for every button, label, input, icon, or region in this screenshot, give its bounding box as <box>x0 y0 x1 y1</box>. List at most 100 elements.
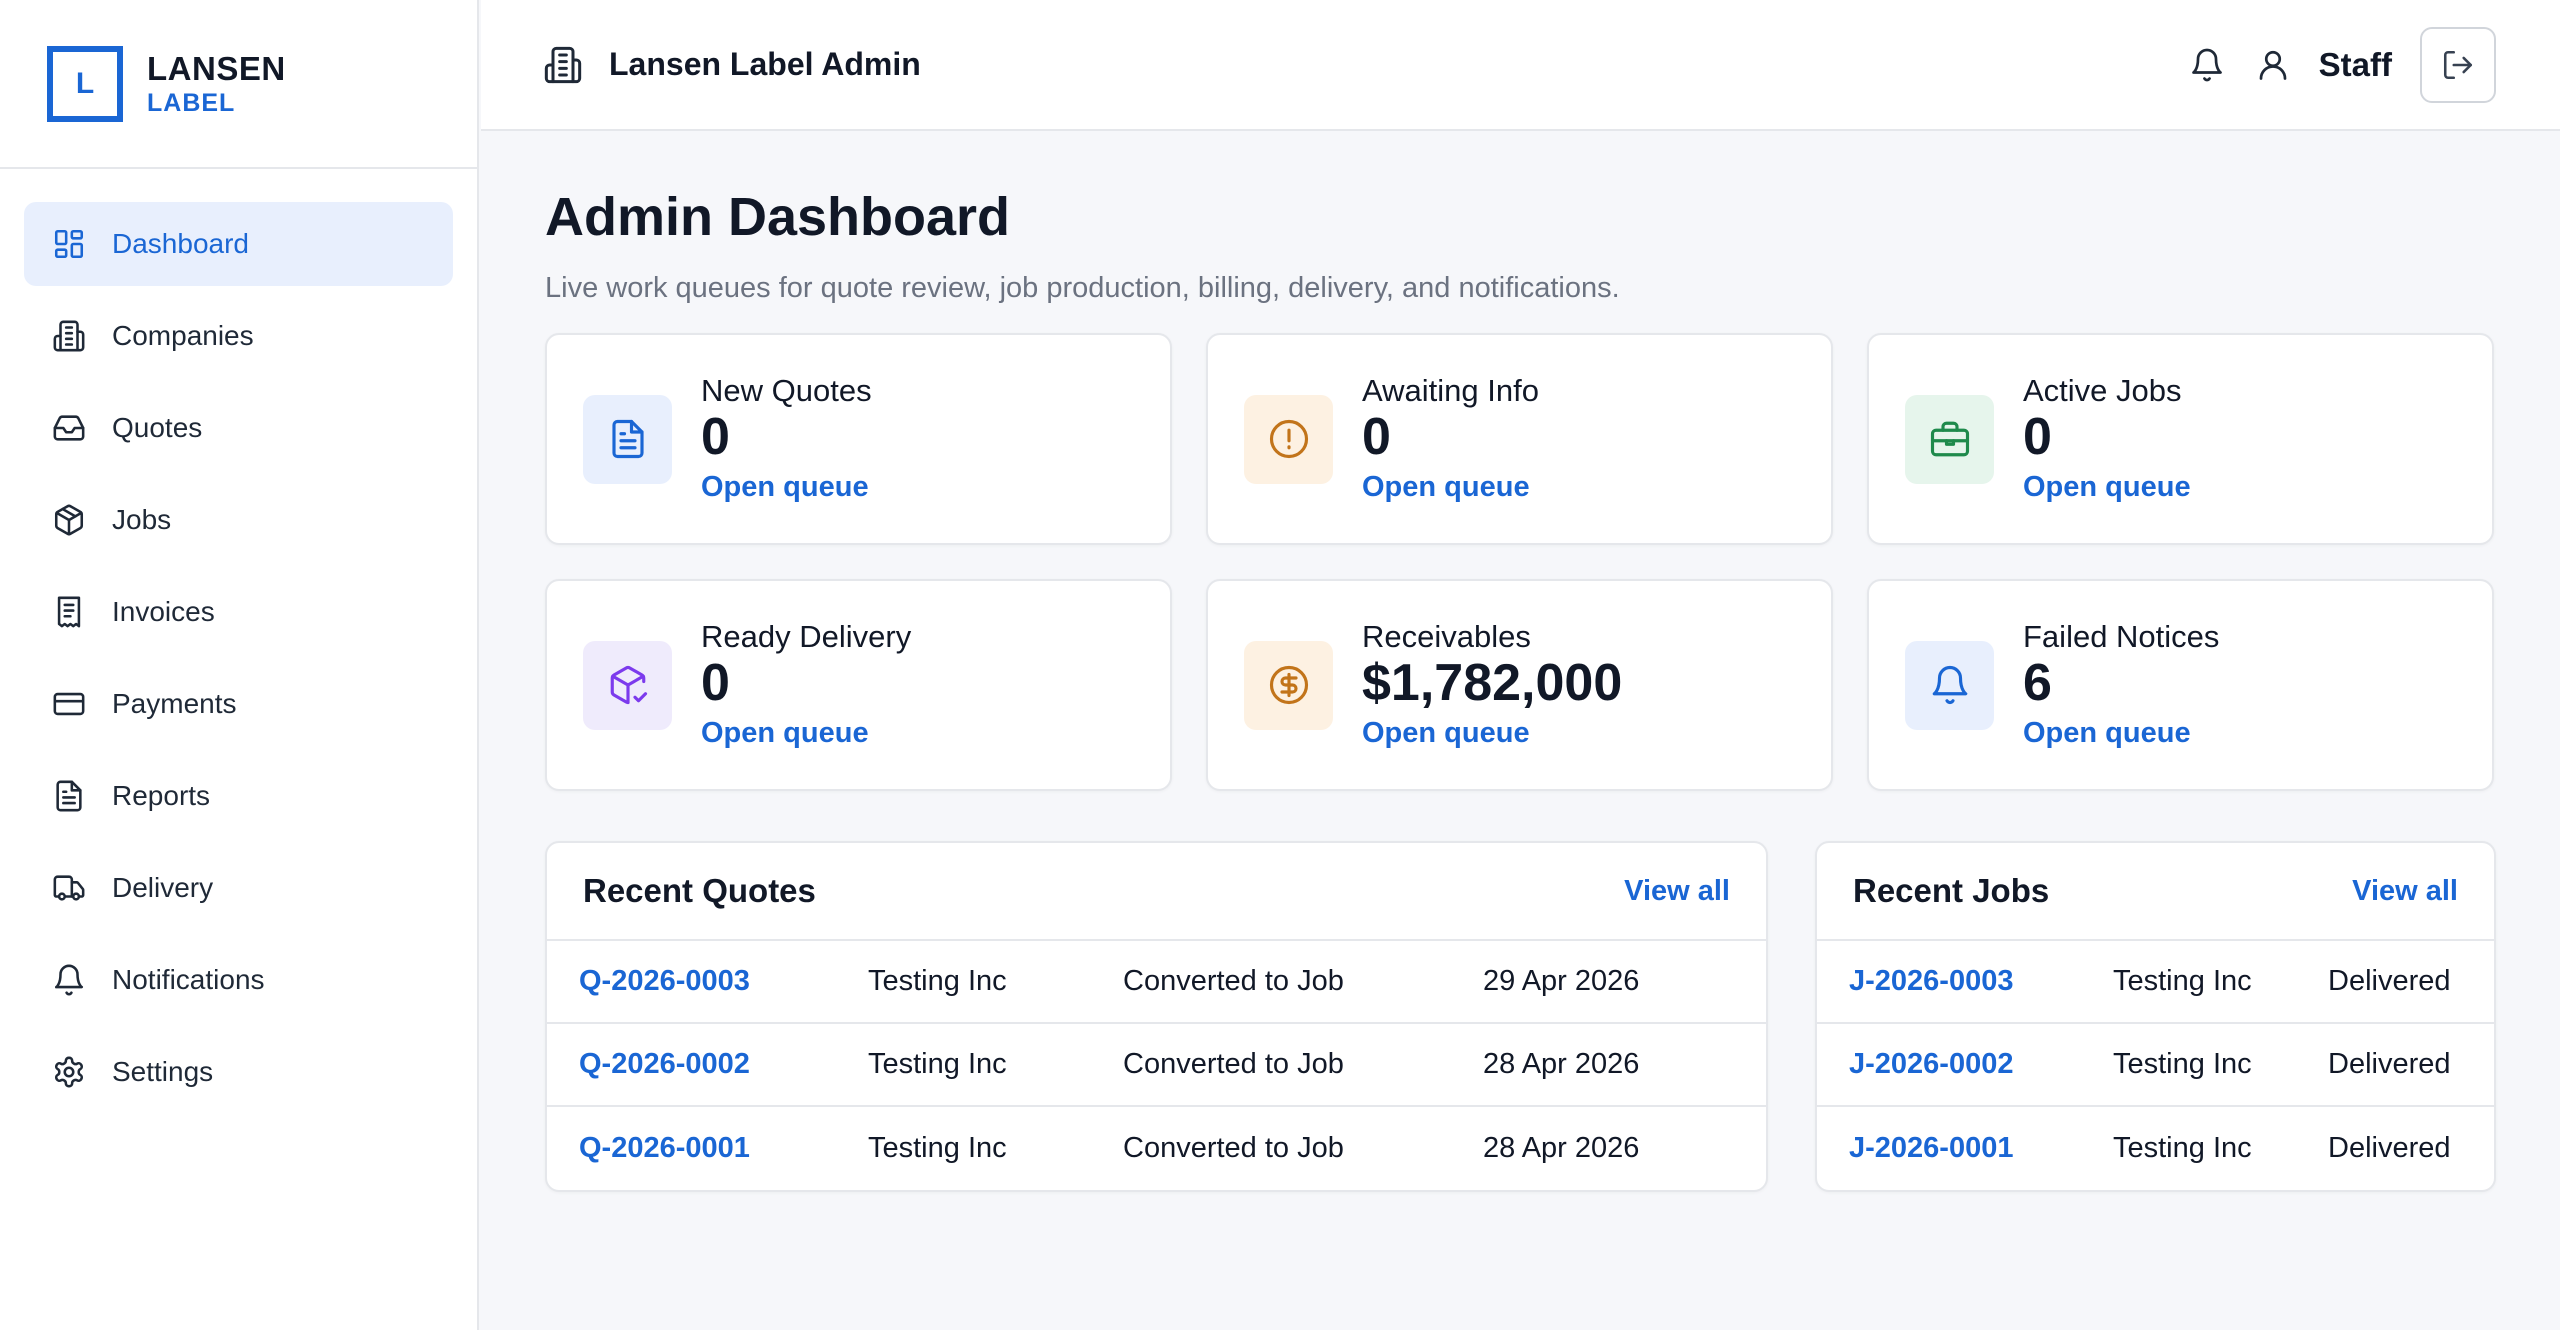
card-value: 6 <box>2023 654 2052 713</box>
sidebar-item-label: Quotes <box>112 412 203 443</box>
logout-button[interactable] <box>2420 26 2496 103</box>
quote-id-link[interactable]: Q-2026-0002 <box>579 1048 750 1080</box>
status-cell: Delivered <box>2328 1048 2451 1080</box>
receipt-icon <box>57 596 81 628</box>
company-cell: Testing Inc <box>868 1132 1007 1164</box>
sidebar-item-label: Payments <box>112 688 237 719</box>
panel-header: Recent Jobs View all <box>1817 843 2494 941</box>
job-id-link[interactable]: J-2026-0002 <box>1849 1048 2014 1080</box>
sidebar-item-delivery[interactable]: Delivery <box>24 846 453 930</box>
card-icon-wrap <box>583 640 672 730</box>
queue-cards: New Quotes 0 Open queue Awaiting Info 0 … <box>545 333 2496 791</box>
card-body: Ready Delivery 0 Open queue <box>701 620 911 750</box>
open-queue-link[interactable]: Open queue <box>1362 470 1530 503</box>
open-queue-link[interactable]: Open queue <box>701 716 869 749</box>
card-label: Receivables <box>1362 619 1531 655</box>
sidebar-item-jobs[interactable]: Jobs <box>24 478 453 562</box>
file-text-icon <box>56 780 82 812</box>
panel-title: Recent Quotes <box>583 872 816 909</box>
card-value: 0 <box>701 654 730 713</box>
truck-icon <box>53 875 85 901</box>
top-header: Lansen Label Admin Staff <box>481 0 2560 131</box>
company-cell: Testing Inc <box>2113 1048 2252 1080</box>
notifications-bell-icon[interactable] <box>2189 47 2225 83</box>
card-label: Awaiting Info <box>1362 373 1539 409</box>
sidebar-item-notifications[interactable]: Notifications <box>24 938 453 1022</box>
card-failed-notices: Failed Notices 6 Open queue <box>1867 579 2494 791</box>
card-label: New Quotes <box>701 373 872 409</box>
sidebar-item-reports[interactable]: Reports <box>24 754 453 838</box>
inbox-icon <box>53 415 85 441</box>
view-all-jobs-link[interactable]: View all <box>2352 874 2458 907</box>
table-row[interactable]: J-2026-0002 Testing Inc Delivered <box>1817 1024 2494 1107</box>
user-name: Staff <box>2318 45 2392 83</box>
building-icon <box>53 320 85 352</box>
sidebar-item-label: Companies <box>112 320 254 351</box>
company-cell: Testing Inc <box>868 1048 1007 1080</box>
open-queue-link[interactable]: Open queue <box>1362 716 1530 749</box>
building-icon <box>543 45 583 85</box>
card-icon-wrap <box>583 394 672 484</box>
package-check-icon <box>610 665 647 705</box>
open-queue-link[interactable]: Open queue <box>2023 470 2191 503</box>
table-row[interactable]: Q-2026-0003 Testing Inc Converted to Job… <box>547 941 1766 1024</box>
sidebar-item-settings[interactable]: Settings <box>24 1030 453 1114</box>
open-queue-link[interactable]: Open queue <box>701 470 869 503</box>
date-cell: 28 Apr 2026 <box>1483 1048 1640 1080</box>
open-queue-link[interactable]: Open queue <box>2023 716 2191 749</box>
sidebar-item-label: Notifications <box>112 964 265 995</box>
job-id-link[interactable]: J-2026-0003 <box>1849 965 2014 997</box>
sidebar-item-dashboard[interactable]: Dashboard <box>24 202 453 286</box>
brand-mark-letter: L <box>75 66 95 100</box>
card-icon-wrap <box>1905 394 1994 484</box>
status-cell: Converted to Job <box>1123 965 1344 997</box>
page-title: Admin Dashboard <box>545 187 1011 247</box>
card-body: Awaiting Info 0 Open queue <box>1362 374 1539 504</box>
sidebar-item-label: Delivery <box>112 872 214 903</box>
brand-mark: L <box>47 45 123 122</box>
brand-name: LANSEN <box>147 49 286 87</box>
sidebar-item-label: Jobs <box>112 504 172 535</box>
credit-card-icon <box>53 692 85 716</box>
quote-id-link[interactable]: Q-2026-0003 <box>579 965 750 997</box>
card-body: Receivables $1,782,000 Open queue <box>1362 620 1622 750</box>
table-row[interactable]: Q-2026-0001 Testing Inc Converted to Job… <box>547 1107 1766 1190</box>
sidebar-item-label: Settings <box>112 1056 214 1087</box>
app-title: Lansen Label Admin <box>609 46 921 82</box>
view-all-quotes-link[interactable]: View all <box>1624 874 1730 907</box>
brand-logo[interactable]: L LANSEN LABEL <box>0 0 477 169</box>
recent-jobs-panel: Recent Jobs View all J-2026-0003 Testing… <box>1815 841 2496 1192</box>
card-icon-wrap <box>1905 640 1994 730</box>
date-cell: 28 Apr 2026 <box>1483 1132 1640 1164</box>
sidebar-item-label: Invoices <box>112 596 215 627</box>
quote-id-link[interactable]: Q-2026-0001 <box>579 1132 750 1164</box>
sidebar-nav: Dashboard Companies Quotes Jobs Invoices… <box>0 169 477 1114</box>
sidebar-item-payments[interactable]: Payments <box>24 662 453 746</box>
sidebar-item-label: Dashboard <box>112 228 249 259</box>
status-cell: Converted to Job <box>1123 1132 1344 1164</box>
card-label: Ready Delivery <box>701 619 912 655</box>
sidebar: L LANSEN LABEL Dashboard Companies Quote… <box>0 0 479 1330</box>
status-cell: Delivered <box>2328 1132 2451 1164</box>
sidebar-item-invoices[interactable]: Invoices <box>24 570 453 654</box>
brand-text: LANSEN LABEL <box>147 52 286 116</box>
recent-quotes-panel: Recent Quotes View all Q-2026-0003 Testi… <box>545 841 1768 1192</box>
card-receivables: Receivables $1,782,000 Open queue <box>1206 579 1833 791</box>
bell-icon <box>1932 666 1967 705</box>
table-row[interactable]: Q-2026-0002 Testing Inc Converted to Job… <box>547 1024 1766 1107</box>
sidebar-item-quotes[interactable]: Quotes <box>24 386 453 470</box>
job-id-link[interactable]: J-2026-0001 <box>1849 1132 2014 1164</box>
card-body: New Quotes 0 Open queue <box>701 374 872 504</box>
briefcase-icon <box>1930 421 1969 457</box>
table-row[interactable]: J-2026-0003 Testing Inc Delivered <box>1817 941 2494 1024</box>
dashboard-icon <box>54 229 84 259</box>
panel-title: Recent Jobs <box>1853 872 2050 909</box>
brand-sub: LABEL <box>147 88 236 117</box>
bell-icon <box>54 964 84 996</box>
card-value: $1,782,000 <box>1362 654 1623 713</box>
status-cell: Converted to Job <box>1123 1048 1344 1080</box>
logout-icon <box>2443 50 2473 79</box>
sidebar-item-companies[interactable]: Companies <box>24 294 453 378</box>
table-row[interactable]: J-2026-0001 Testing Inc Delivered <box>1817 1107 2494 1190</box>
card-icon-wrap <box>1244 640 1333 730</box>
